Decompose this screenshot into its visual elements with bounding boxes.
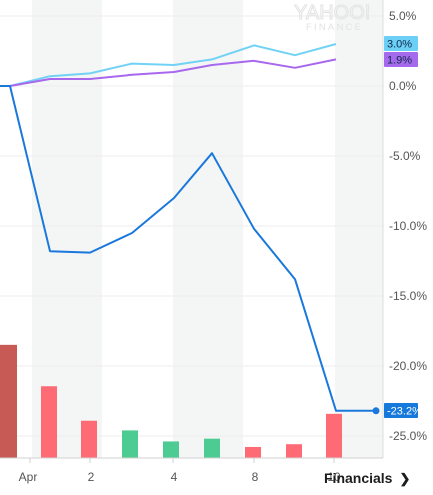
volume-bar <box>286 444 302 458</box>
y-tick-label: 0.0% <box>389 79 417 93</box>
volume-bars <box>0 344 342 458</box>
volume-bar <box>326 413 342 458</box>
series-end-labels: 3.0% 1.9% -23.2% <box>384 36 422 418</box>
x-tick-label: Apr <box>19 470 38 484</box>
end-value-badge-bg <box>384 52 418 67</box>
volume-bar <box>81 420 97 458</box>
x-tick-label: 10 <box>327 470 341 484</box>
end-value-badge: -23.2% <box>384 403 422 418</box>
series-line-0 <box>0 85 376 412</box>
volume-bar <box>245 446 261 458</box>
shaded-band-1 <box>173 0 243 458</box>
end-value-label: 3.0% <box>387 39 412 51</box>
x-axis: Apr 2 4 8 10 <box>0 457 383 484</box>
price-lines <box>0 43 380 415</box>
watermark-yahoo-text: YAHOO! <box>294 2 370 24</box>
volume-bar <box>204 438 220 458</box>
y-tick-label: 5.0% <box>389 9 417 23</box>
y-tick-label: -10.0% <box>389 219 427 233</box>
horizontal-gridlines <box>0 15 383 437</box>
volume-bar <box>41 386 57 458</box>
chevron-right-icon: ❯ <box>399 471 411 486</box>
series-end-marker <box>372 407 380 415</box>
alternating-day-bands <box>32 0 383 458</box>
y-axis: 5.0% 0.0% -5.0% -10.0% -15.0% -20.0% -25.0% <box>382 0 427 458</box>
x-tick-label: 2 <box>88 470 95 484</box>
end-value-badge-bg <box>384 36 418 51</box>
y-tick-label: -20.0% <box>389 359 427 373</box>
watermark-finance-text: FINANCE <box>306 22 363 33</box>
volume-bar <box>0 344 17 458</box>
y-tick-label: -5.0% <box>389 149 421 163</box>
volume-bar <box>163 441 179 458</box>
series-line-1 <box>0 43 337 87</box>
x-tick-label: 8 <box>252 470 259 484</box>
y-tick-label: -15.0% <box>389 289 427 303</box>
end-value-badge: 3.0% <box>384 36 418 51</box>
y-tick-label: -25.0% <box>389 429 427 443</box>
end-value-label: 1.9% <box>387 55 412 67</box>
volume-bar <box>122 430 138 458</box>
end-value-badge: 1.9% <box>384 52 418 67</box>
yahoo-finance-watermark: YAHOO!FINANCE <box>294 2 371 34</box>
end-value-label: -23.2% <box>387 406 422 418</box>
financials-label: Financials <box>324 470 393 486</box>
x-tick-label: 4 <box>171 470 178 484</box>
series-line-2 <box>0 58 337 87</box>
end-value-badge-bg <box>384 403 418 418</box>
financials-link[interactable]: Financials ❯ <box>324 470 410 492</box>
shaded-band-2 <box>335 0 383 458</box>
